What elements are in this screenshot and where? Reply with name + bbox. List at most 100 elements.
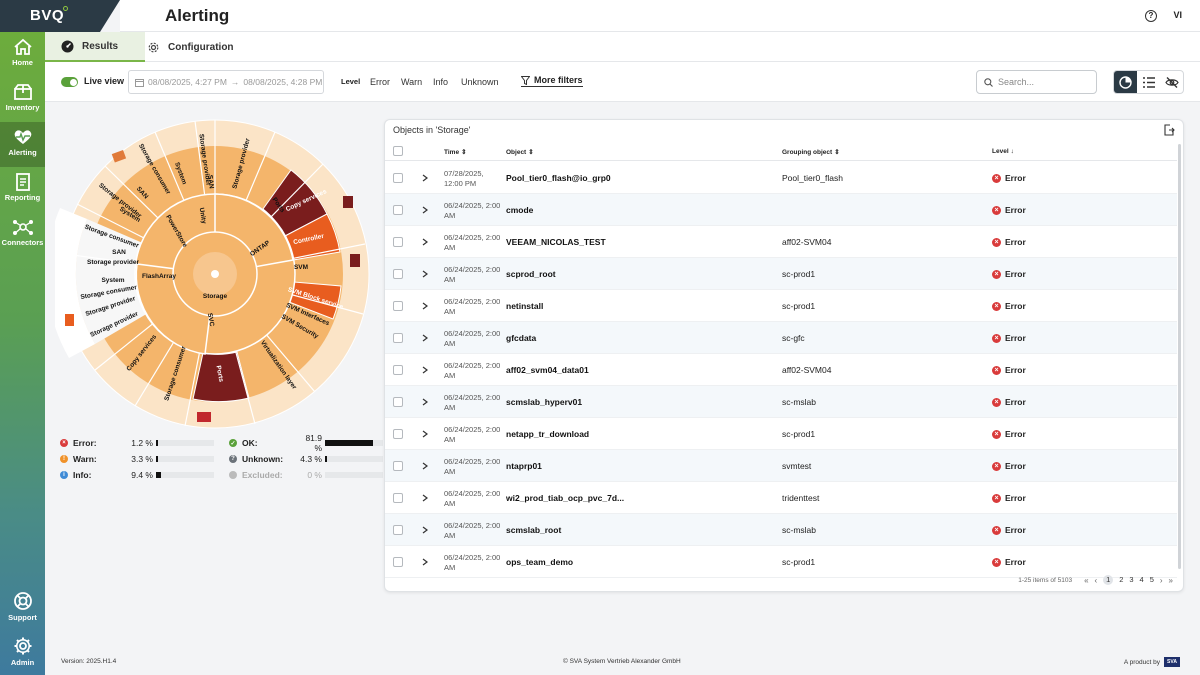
prev-page-icon[interactable]: ‹ (1094, 575, 1098, 585)
row-grouping: sc-prod1 (782, 301, 816, 311)
table-row[interactable]: 06/24/2025, 2:00 AM cmode × Error (385, 194, 1177, 226)
sunburst-chart[interactable]: Storage ONTAP SVC FlashArray PowerStore … (55, 114, 375, 434)
chevron-right-icon[interactable] (422, 365, 428, 377)
sunburst-label: SAN (206, 175, 214, 190)
table-row[interactable]: 06/24/2025, 2:00 AM scmslab_root sc-mslab ×… (385, 514, 1177, 546)
hide-view-button[interactable] (1160, 71, 1183, 93)
chevron-right-icon[interactable] (422, 237, 428, 249)
row-object[interactable]: scmslab_root (506, 525, 562, 535)
sort-icon: ⇕ (461, 149, 467, 156)
list-view-button[interactable] (1137, 71, 1160, 93)
row-checkbox[interactable] (393, 333, 403, 343)
row-object[interactable]: netapp_tr_download (506, 429, 590, 439)
table-row[interactable]: 07/28/2025, 12:00 PM Pool_tier0_flash@io_… (385, 162, 1177, 194)
column-grouping[interactable]: Grouping object ⇕ (782, 148, 840, 157)
row-object[interactable]: wi2_prod_tiab_ocp_pvc_7d... (506, 493, 625, 503)
table-row[interactable]: 06/24/2025, 2:00 AM gfcdata sc-gfc × Error (385, 322, 1177, 354)
chevron-right-icon[interactable] (422, 173, 428, 185)
chevron-right-icon[interactable] (422, 461, 428, 473)
tab-configuration[interactable]: Configuration (131, 32, 250, 62)
column-object[interactable]: Object ⇕ (506, 148, 534, 157)
chevron-right-icon[interactable] (422, 205, 428, 217)
row-object[interactable]: VEEAM_NICOLAS_TEST (506, 237, 606, 247)
sunburst-view-button[interactable] (1114, 71, 1137, 93)
nav-inventory[interactable]: Inventory (0, 77, 45, 122)
nav-reporting[interactable]: Reporting (0, 167, 45, 212)
row-checkbox[interactable] (393, 237, 403, 247)
chevron-right-icon[interactable] (422, 493, 428, 505)
chevron-right-icon[interactable] (422, 397, 428, 409)
row-object[interactable]: gfcdata (506, 333, 537, 343)
row-time: 06/24/2025, 2:00 AM (444, 521, 501, 540)
row-object[interactable]: aff02_svm04_data01 (506, 365, 589, 375)
page-number[interactable]: 3 (1129, 575, 1134, 584)
nav-connectors[interactable]: Connectors (0, 212, 45, 257)
nav-support[interactable]: Support (0, 585, 45, 630)
tab-results[interactable]: Results (45, 32, 145, 62)
status-legend: × Error: 1.2 %! Warn: 3.3 % i Info: 9.4 % ✓ OK: 81… (60, 433, 383, 486)
row-grouping: sc-prod1 (782, 557, 816, 567)
row-object[interactable]: Pool_tier0_flash@io_grp0 (506, 173, 611, 183)
row-checkbox[interactable] (393, 301, 403, 311)
table-row[interactable]: 06/24/2025, 2:00 AM scmslab_hyperv01 sc-ms… (385, 386, 1177, 418)
chevron-right-icon[interactable] (422, 429, 428, 441)
row-object[interactable]: cmode (506, 205, 534, 215)
date-range-picker[interactable]: 08/08/2025, 4:27 PM → 08/08/2025, 4:28 P… (128, 70, 324, 94)
next-page-icon[interactable]: › (1159, 575, 1163, 585)
row-checkbox[interactable] (393, 173, 403, 183)
chevron-right-icon[interactable] (422, 301, 428, 313)
column-level[interactable]: Level ↓ (992, 148, 1014, 155)
row-object[interactable]: ops_team_demo (506, 557, 574, 567)
chevron-right-icon[interactable] (422, 333, 428, 345)
table-row[interactable]: 06/24/2025, 2:00 AM wi2_prod_tiab_ocp_pvc… (385, 482, 1177, 514)
row-checkbox[interactable] (393, 365, 403, 375)
row-checkbox[interactable] (393, 525, 403, 535)
table-row[interactable]: 06/24/2025, 2:00 AM ntaprp01 svmtest × Error (385, 450, 1177, 482)
nav-alerting[interactable]: Alerting (0, 122, 45, 167)
table-row[interactable]: 06/24/2025, 2:00 AM scprod_root sc-prod1 × E… (385, 258, 1177, 290)
level-chip-info[interactable]: Info (433, 77, 449, 87)
table-row[interactable]: 06/24/2025, 2:00 AM netapp_tr_download sc-… (385, 418, 1177, 450)
page-title: Alerting (165, 6, 230, 25)
page-number[interactable]: 5 (1149, 575, 1154, 584)
select-all-checkbox[interactable] (393, 146, 403, 156)
chevron-right-icon[interactable] (422, 557, 428, 569)
row-object[interactable]: scmslab_hyperv01 (506, 397, 583, 407)
row-checkbox[interactable] (393, 557, 403, 567)
live-view-toggle[interactable] (61, 77, 78, 87)
table-row[interactable]: 06/24/2025, 2:00 AM VEEAM_NICOLAS_TEST aff… (385, 226, 1177, 258)
level-chip-error[interactable]: Error (370, 77, 390, 87)
level-chip-warn[interactable]: Warn (401, 77, 423, 87)
row-checkbox[interactable] (393, 269, 403, 279)
last-page-icon[interactable]: » (1168, 575, 1173, 585)
row-checkbox[interactable] (393, 493, 403, 503)
nav-admin[interactable]: Admin (0, 630, 45, 675)
table-row[interactable]: 06/24/2025, 2:00 AM aff02_svm04_data01 aff… (385, 354, 1177, 386)
row-object[interactable]: netinstall (506, 301, 544, 311)
page-number[interactable]: 4 (1139, 575, 1144, 584)
column-time[interactable]: Time ⇕ (444, 148, 467, 157)
table-row[interactable]: 06/24/2025, 2:00 AM ops_team_demo sc-prod1… (385, 546, 1177, 578)
row-checkbox[interactable] (393, 397, 403, 407)
row-object[interactable]: ntaprp01 (506, 461, 542, 471)
help-icon[interactable]: ? (1145, 10, 1157, 22)
nav-home[interactable]: Home (0, 32, 45, 77)
page-number[interactable]: 2 (1119, 575, 1124, 584)
table-scrollbar[interactable] (1178, 144, 1181, 569)
row-object[interactable]: scprod_root (506, 269, 556, 279)
row-checkbox[interactable] (393, 429, 403, 439)
level-chip-unknown[interactable]: Unknown (461, 77, 499, 87)
more-filters-button[interactable]: More filters (521, 75, 583, 87)
table-row[interactable]: 06/24/2025, 2:00 AM netinstall sc-prod1 × Er… (385, 290, 1177, 322)
chevron-right-icon[interactable] (422, 269, 428, 281)
page-number[interactable]: 1 (1103, 575, 1114, 585)
export-icon[interactable] (1163, 124, 1175, 139)
row-checkbox[interactable] (393, 205, 403, 215)
error-icon: × (992, 205, 1001, 215)
search-input[interactable]: Search... (976, 70, 1097, 94)
user-avatar[interactable]: VI (1173, 10, 1182, 20)
first-page-icon[interactable]: « (1084, 575, 1089, 585)
row-checkbox[interactable] (393, 461, 403, 471)
legend-item: ! Warn: 3.3 % (60, 452, 214, 466)
chevron-right-icon[interactable] (422, 525, 428, 537)
